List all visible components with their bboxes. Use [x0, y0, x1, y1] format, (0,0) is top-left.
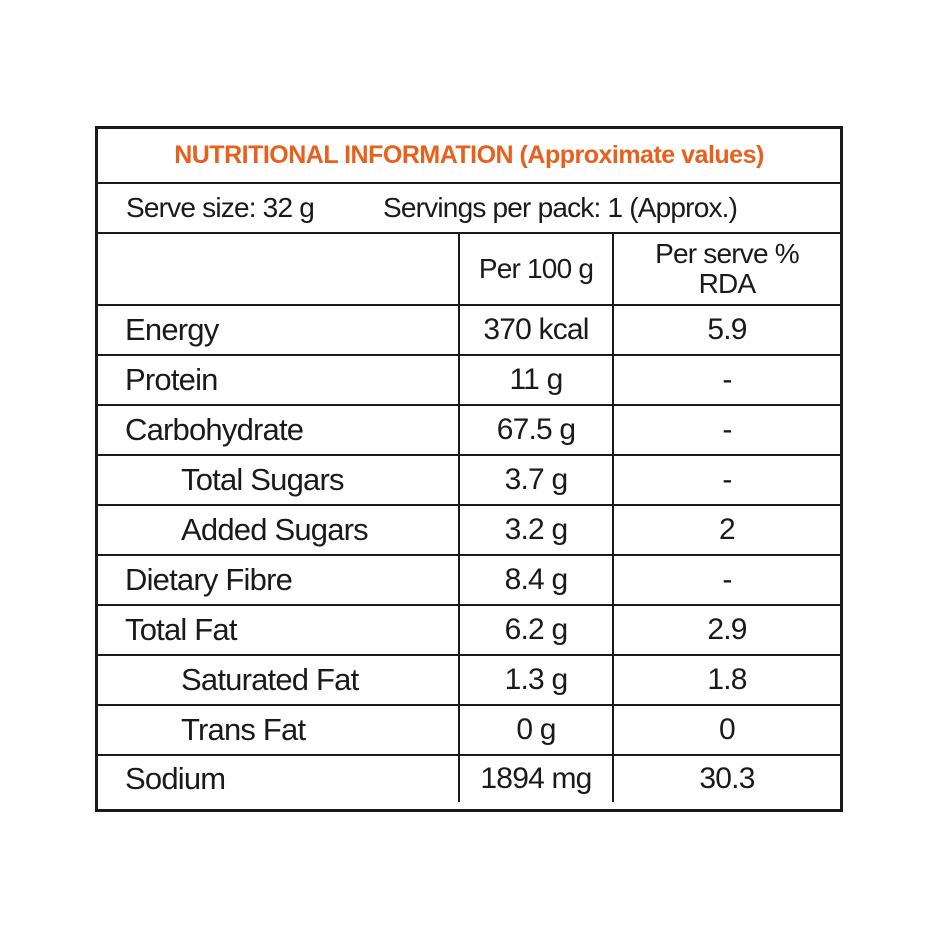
per-100g-value: 3.2 g — [458, 505, 613, 556]
per-100g-value: 1894 mg — [458, 755, 613, 802]
rda-value: - — [612, 555, 840, 606]
per-100g-value: 11 g — [458, 355, 613, 406]
rda-value: - — [612, 455, 840, 506]
per-100g-value: 370 kcal — [458, 305, 613, 356]
header-per-serve-line2: RDA — [698, 268, 757, 299]
nutrition-table: Per 100 g Per serve % RDA Energy 370 kca… — [98, 234, 840, 802]
servings-per-pack-text: Servings per pack: 1 (Approx.) — [383, 192, 738, 223]
per-100g-value: 3.7 g — [458, 455, 613, 506]
nutrient-name: Sodium — [125, 761, 226, 796]
serving-info-row: Serve size: 32 g Servings per pack: 1 (A… — [98, 184, 840, 234]
header-per-serve-rda: Per serve % RDA — [612, 234, 840, 306]
per-100g-value: 0 g — [458, 705, 613, 756]
rda-value: 2.9 — [612, 605, 840, 656]
nutrient-name: Dietary Fibre — [98, 555, 459, 606]
rda-value: 0 — [612, 705, 840, 756]
table-row: Total Sugars 3.7 g - — [98, 455, 840, 506]
table-header-row: Per 100 g Per serve % RDA — [98, 234, 840, 306]
rda-value: 5.9 — [612, 305, 840, 356]
nutrient-name: Added Sugars — [98, 505, 459, 556]
per-100g-value: 8.4 g — [458, 555, 613, 606]
table-row: Protein 11 g - — [98, 355, 840, 406]
serve-size-text: Serve size: 32 g — [126, 192, 315, 223]
table-row: Saturated Fat 1.3 g 1.8 — [98, 655, 840, 706]
table-row: Energy 370 kcal 5.9 — [98, 305, 840, 356]
title-row: NUTRITIONAL INFORMATION (Approximate val… — [98, 129, 840, 184]
table-row: Added Sugars 3.2 g 2 — [98, 505, 840, 556]
header-nutrient-cell — [98, 234, 459, 306]
table-row: Sodium 1894 mg 30.3 — [98, 755, 840, 802]
table-row: Dietary Fibre 8.4 g - — [98, 555, 840, 606]
table-row: Trans Fat 0 g 0 — [98, 705, 840, 756]
nutrition-title: NUTRITIONAL INFORMATION (Approximate val… — [174, 141, 764, 169]
nutrient-name: Protein — [98, 355, 459, 406]
nutrient-name: Trans Fat — [98, 705, 459, 756]
table-row: Total Fat 6.2 g 2.9 — [98, 605, 840, 656]
per-100g-value: 6.2 g — [458, 605, 613, 656]
per-100g-value: 1.3 g — [458, 655, 613, 706]
nutrient-name: Saturated Fat — [98, 655, 459, 706]
nutrient-name: Energy — [98, 305, 459, 356]
nutrient-name: Carbohydrate — [98, 405, 459, 456]
nutrient-name: Total Fat — [98, 605, 459, 656]
table-row: Carbohydrate 67.5 g - — [98, 405, 840, 456]
nutrition-facts-panel: NUTRITIONAL INFORMATION (Approximate val… — [95, 126, 843, 812]
nutrient-name: Total Sugars — [98, 455, 459, 506]
rda-value: - — [612, 355, 840, 406]
rda-value: - — [612, 405, 840, 456]
rda-value: 1.8 — [612, 655, 840, 706]
rda-value: 2 — [612, 505, 840, 556]
rda-value: 30.3 — [612, 755, 840, 802]
header-per-100g: Per 100 g — [458, 234, 613, 306]
header-per-serve-line1: Per serve % — [655, 238, 800, 269]
per-100g-value: 67.5 g — [458, 405, 613, 456]
